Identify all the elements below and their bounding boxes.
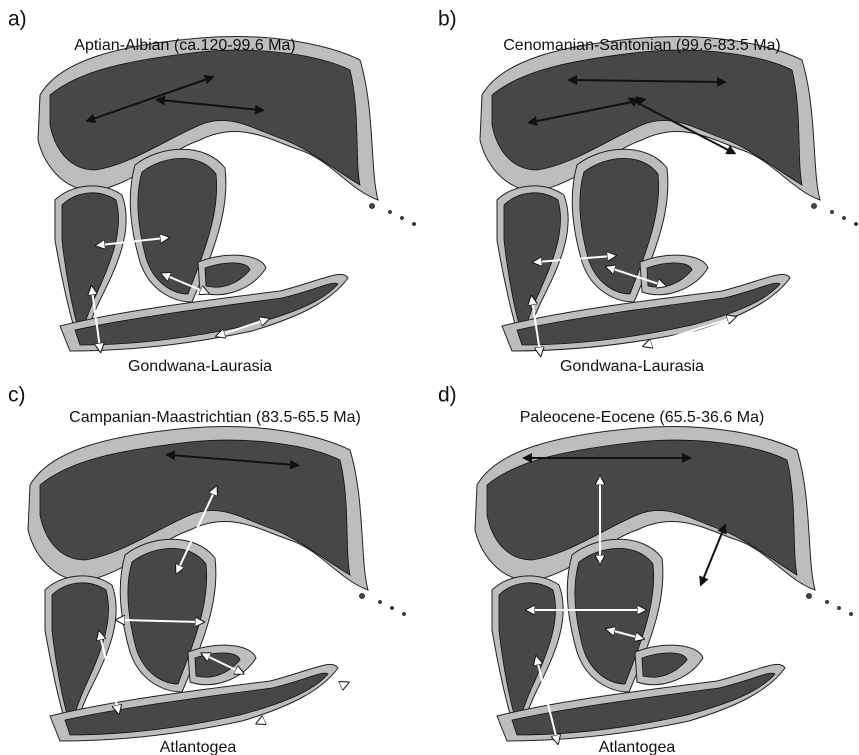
map: [475, 427, 853, 741]
panel-title: Campanian-Maastrichtian (83.5-65.5 Ma): [69, 409, 361, 426]
panel-letter: b): [438, 8, 457, 31]
panel-caption: Atlantogea: [160, 739, 237, 755]
panel-c: c) Campanian-Maastrichtian (83.5-65.5 Ma…: [8, 384, 406, 755]
panel-title: Cenomanian-Santonian (99.6-83.5 Ma): [503, 37, 781, 54]
panel-b: b) Cenomanian-Santonian (99.6-83.5 Ma) G…: [438, 8, 858, 376]
panel-a: a) Aptian-Albian (ca.120-99.6 Ma) Gondwa…: [8, 8, 416, 376]
panel-title: Paleocene-Eocene (65.5-36.6 Ma): [520, 409, 765, 426]
figure: a) Aptian-Albian (ca.120-99.6 Ma) Gondwa…: [0, 0, 859, 755]
panel-title: Aptian-Albian (ca.120-99.6 Ma): [74, 37, 295, 54]
panel-letter: a): [8, 8, 27, 31]
panel-letter: d): [438, 384, 457, 407]
panel-d: d) Paleocene-Eocene (65.5-36.6 Ma) Atlan…: [438, 384, 853, 755]
arrow: [702, 528, 724, 582]
panel-caption: Atlantogea: [599, 739, 676, 755]
panel-caption: Gondwana-Laurasia: [560, 358, 704, 375]
map: [480, 37, 858, 351]
map: [28, 427, 406, 741]
panel-letter: c): [8, 384, 26, 407]
panel-caption: Gondwana-Laurasia: [128, 358, 272, 375]
